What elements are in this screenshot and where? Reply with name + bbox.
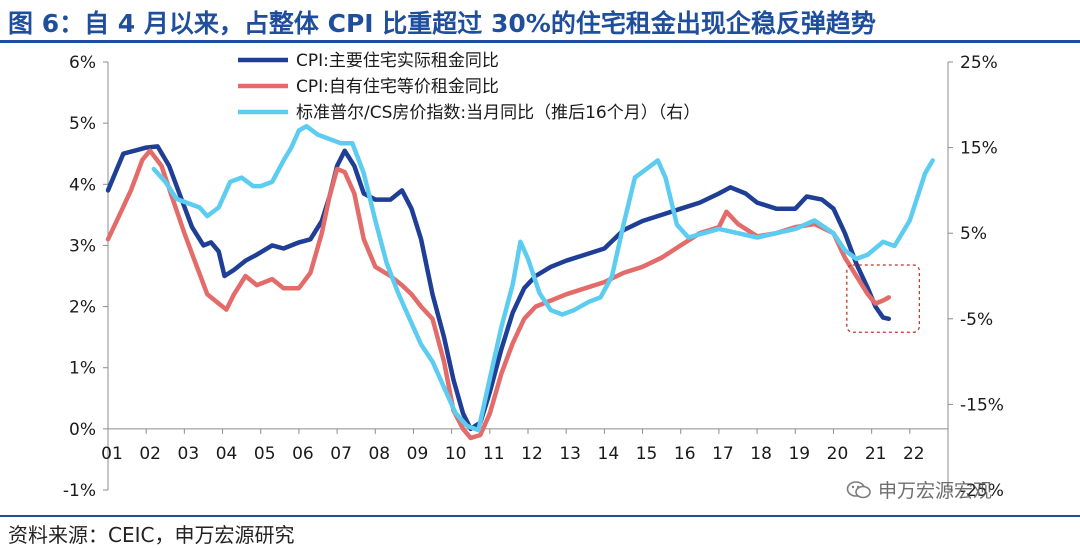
y-left-tick-label: 6% (69, 53, 96, 73)
legend-label-3: 标准普尔/CS房价指数:当月同比（推后16个月）（右） (296, 103, 700, 123)
x-tick-label: 02 (139, 444, 161, 464)
x-tick-label: 21 (865, 444, 887, 464)
title-bar: 图 6：自 4 月以来，占整体 CPI 比重超过 30%的住宅租金出现企稳反弹趋… (0, 0, 1080, 40)
x-tick-label: 12 (521, 444, 543, 464)
x-tick-label: 22 (903, 444, 925, 464)
y-left-tick-label: 3% (69, 236, 96, 256)
highlight-box (846, 264, 921, 333)
chart-area: -1% 0% 1% 2% 3% 4% 5% 6% -25% -15% -5% 5% 15% 25% 01 02… (63, 51, 1004, 501)
y-right-tick-label: -5% (960, 310, 993, 330)
x-tick-label: 05 (254, 444, 276, 464)
figure-title: 图 6：自 4 月以来，占整体 CPI 比重超过 30%的住宅租金出现企稳反弹趋… (8, 9, 876, 38)
y-left-tick-label: 4% (69, 175, 96, 195)
watermark-text: 申万宏源宏观 (878, 480, 993, 502)
y-left-tick-label: 0% (69, 420, 96, 440)
footer-rule (0, 515, 1080, 517)
y-right-tick-label: -15% (960, 395, 1004, 415)
x-tick-label: 08 (368, 444, 390, 464)
series-line-1 (105, 144, 892, 432)
x-tick-label: 04 (216, 444, 238, 464)
legend-label-1: CPI:主要住宅实际租金同比 (296, 51, 499, 71)
x-tick-label: 09 (407, 444, 429, 464)
x-tick-label: 15 (636, 444, 658, 464)
y-right-tick-label: 5% (960, 224, 987, 244)
watermark: 申万宏源宏观 (846, 476, 992, 503)
y-right-tick-label: 25% (960, 53, 998, 73)
x-tick-label: 11 (483, 444, 505, 464)
x-tick-label: 16 (674, 444, 696, 464)
series-line-2 (105, 148, 892, 441)
y-left-tick-label: 2% (69, 298, 96, 318)
y-left-tick-label: 1% (69, 359, 96, 379)
y-left-tick-label: -1% (63, 481, 96, 501)
x-tick-label: 07 (330, 444, 352, 464)
y-right-tick-label: -25% (960, 481, 1004, 501)
title-rule (0, 40, 1080, 43)
series-line-3 (151, 123, 935, 433)
y-right-tick-label: 15% (960, 139, 998, 159)
x-tick-label: 01 (101, 444, 123, 464)
x-tick-label: 13 (559, 444, 581, 464)
x-tick-label: 03 (178, 444, 200, 464)
x-tick-label: 06 (292, 444, 314, 464)
x-tick-label: 17 (712, 444, 734, 464)
source-note: 资料来源：CEIC，申万宏源研究 (8, 523, 295, 547)
x-tick-label: 10 (445, 444, 467, 464)
x-tick-label: 14 (598, 444, 620, 464)
y-left-tick-label: 5% (69, 114, 96, 134)
x-tick-label: 19 (788, 444, 810, 464)
x-tick-label: 18 (750, 444, 772, 464)
wechat-icon (846, 481, 871, 499)
x-tick-label: 20 (827, 444, 849, 464)
legend-label-2: CPI:自有住宅等价租金同比 (296, 77, 499, 97)
